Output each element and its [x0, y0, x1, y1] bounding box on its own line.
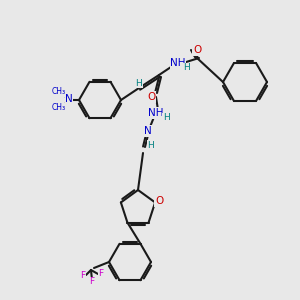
Text: O: O	[155, 196, 163, 206]
Text: H: H	[148, 140, 154, 149]
Text: H: H	[163, 113, 170, 122]
Text: O: O	[147, 92, 155, 102]
Text: N: N	[144, 126, 152, 136]
Text: F: F	[98, 269, 104, 278]
Text: H: H	[184, 64, 190, 73]
Text: H: H	[136, 79, 142, 88]
Text: F: F	[80, 272, 86, 280]
Text: N: N	[65, 94, 73, 104]
Text: CH₃: CH₃	[52, 88, 66, 97]
Text: O: O	[193, 45, 201, 55]
Text: NH: NH	[170, 58, 186, 68]
Text: NH: NH	[148, 108, 164, 118]
Text: CH₃: CH₃	[52, 103, 66, 112]
Text: F: F	[89, 278, 94, 286]
